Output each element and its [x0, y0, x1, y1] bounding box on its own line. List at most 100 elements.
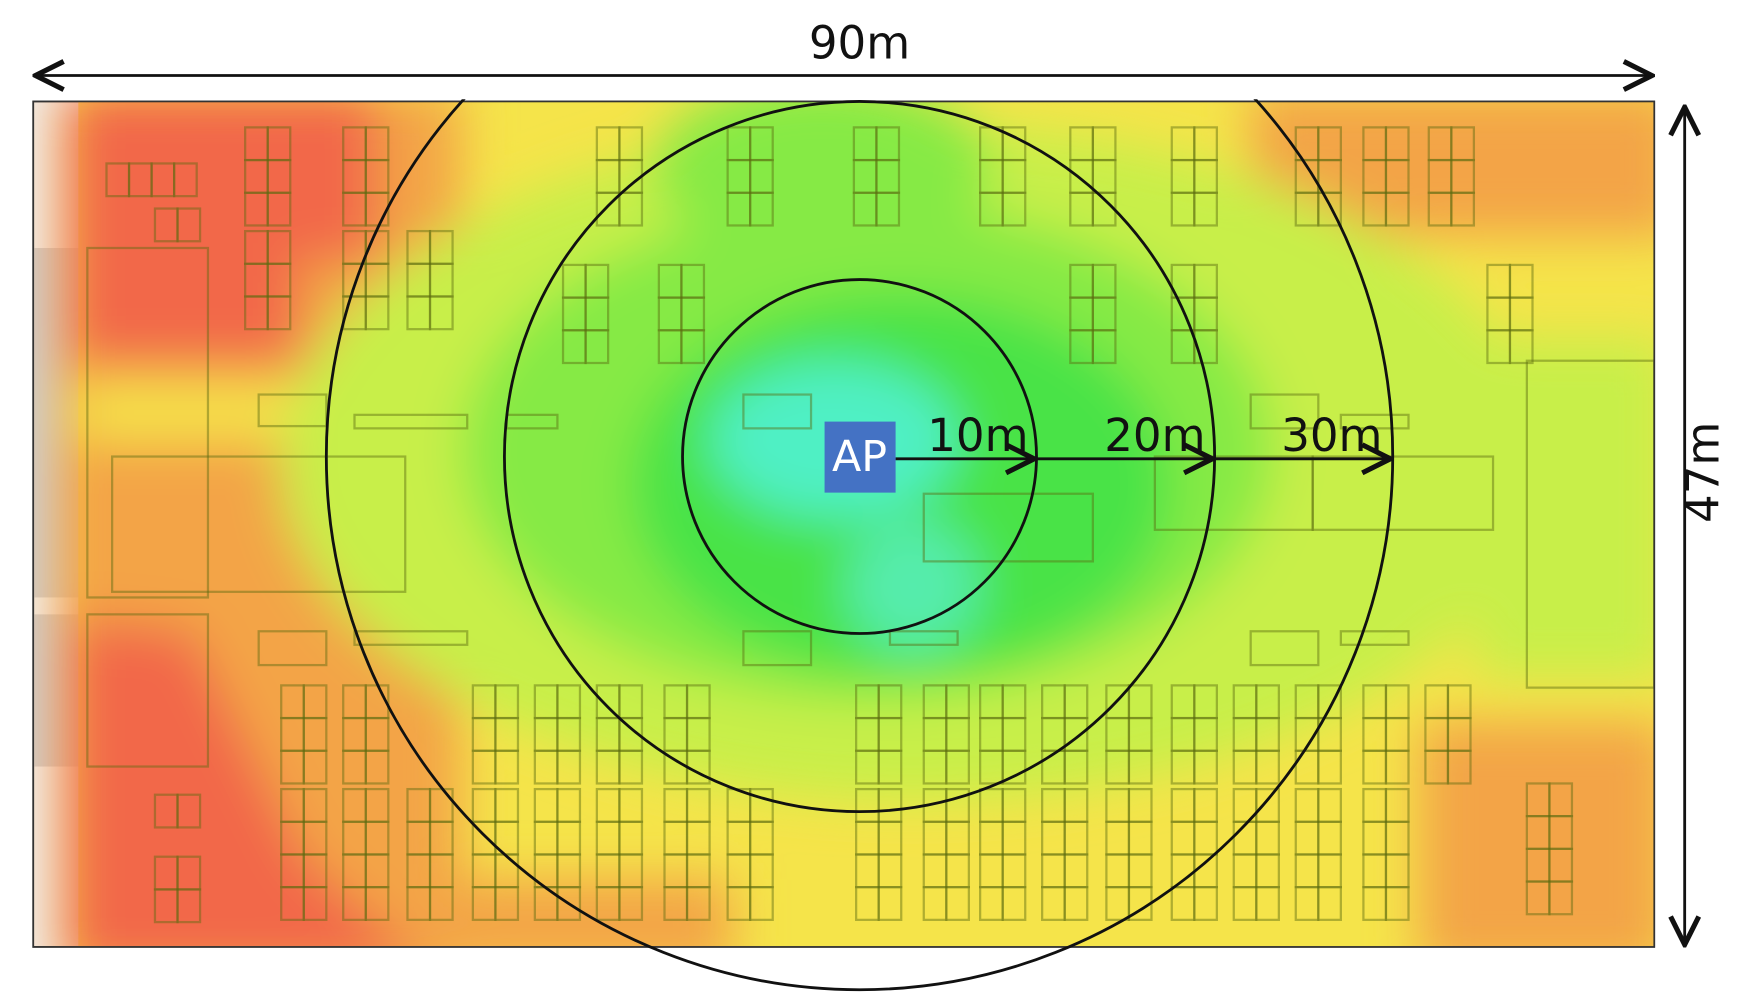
desk	[342, 191, 367, 227]
desk	[1294, 853, 1320, 889]
desk	[342, 295, 367, 331]
heat-cyan	[844, 518, 981, 654]
desk	[1508, 329, 1534, 365]
desk	[657, 296, 683, 332]
desk	[1548, 782, 1574, 818]
desk	[1294, 191, 1320, 227]
furniture	[742, 630, 813, 667]
desk	[1508, 296, 1534, 332]
desk	[1255, 853, 1280, 889]
desk	[406, 262, 432, 298]
desk	[364, 749, 390, 785]
desk	[595, 787, 621, 823]
desk	[266, 295, 292, 331]
desk	[979, 886, 1004, 921]
desk	[726, 853, 752, 889]
desk	[153, 888, 179, 924]
desk	[618, 749, 644, 785]
furniture	[353, 413, 469, 430]
desk	[1193, 191, 1218, 227]
desk	[176, 888, 202, 924]
desk	[1091, 126, 1117, 162]
desk	[406, 820, 432, 856]
desk	[342, 716, 367, 752]
desk	[663, 787, 689, 823]
desk	[1069, 263, 1094, 299]
desk	[877, 886, 903, 921]
furniture	[1249, 630, 1320, 667]
desk	[280, 886, 305, 921]
desk	[1193, 126, 1218, 162]
desk	[302, 787, 328, 823]
desk	[877, 716, 903, 752]
desk	[244, 158, 269, 194]
desk	[979, 158, 1004, 194]
desk	[1294, 126, 1320, 162]
desk	[855, 886, 880, 921]
desk	[877, 787, 903, 823]
desk	[1317, 716, 1342, 752]
desk	[244, 295, 269, 331]
desk	[244, 229, 269, 265]
desk	[1317, 886, 1342, 921]
desk	[618, 820, 644, 856]
desk	[1105, 820, 1131, 856]
desk	[1525, 815, 1551, 850]
desk	[471, 820, 497, 856]
desk	[1384, 787, 1410, 823]
desk	[663, 853, 689, 889]
furniture	[742, 393, 813, 430]
desk	[1255, 684, 1280, 720]
desk	[1193, 158, 1218, 194]
desk	[1255, 820, 1280, 856]
desk	[1069, 126, 1094, 162]
desk	[979, 716, 1004, 752]
desk	[1041, 684, 1066, 720]
desk	[1063, 684, 1089, 720]
desk	[1548, 847, 1574, 883]
desk	[1193, 787, 1218, 823]
desk	[428, 229, 454, 265]
desk	[749, 191, 774, 227]
desk	[945, 820, 970, 856]
desk	[1193, 820, 1218, 856]
desk	[428, 262, 454, 298]
desk	[1384, 684, 1410, 720]
desk	[979, 191, 1004, 227]
desk	[945, 716, 970, 752]
desk	[945, 749, 970, 785]
desk	[1041, 787, 1066, 823]
desk	[1384, 126, 1410, 162]
desk	[1384, 886, 1410, 921]
desk	[663, 820, 689, 856]
desk	[922, 716, 948, 752]
desk	[406, 886, 432, 921]
desk	[1041, 820, 1066, 856]
desk	[533, 716, 559, 752]
desk	[618, 886, 644, 921]
desk	[342, 853, 367, 889]
height-label: 47m	[1677, 422, 1730, 523]
desk	[1255, 787, 1280, 823]
desk	[749, 158, 774, 194]
desk	[663, 684, 689, 720]
desk	[342, 820, 367, 856]
desk	[1063, 886, 1089, 921]
desk	[877, 684, 903, 720]
desk	[1446, 684, 1472, 720]
desk	[266, 126, 292, 162]
desk	[471, 853, 497, 889]
desk	[561, 296, 587, 332]
desk	[979, 787, 1004, 823]
desk	[1069, 191, 1094, 227]
desk	[1255, 886, 1280, 921]
desk	[1232, 749, 1258, 785]
desks	[86, 126, 1655, 924]
desk	[595, 716, 621, 752]
desk	[471, 886, 497, 921]
desk	[406, 229, 432, 265]
desk	[979, 820, 1004, 856]
desk	[1091, 329, 1117, 365]
desk	[471, 716, 497, 752]
